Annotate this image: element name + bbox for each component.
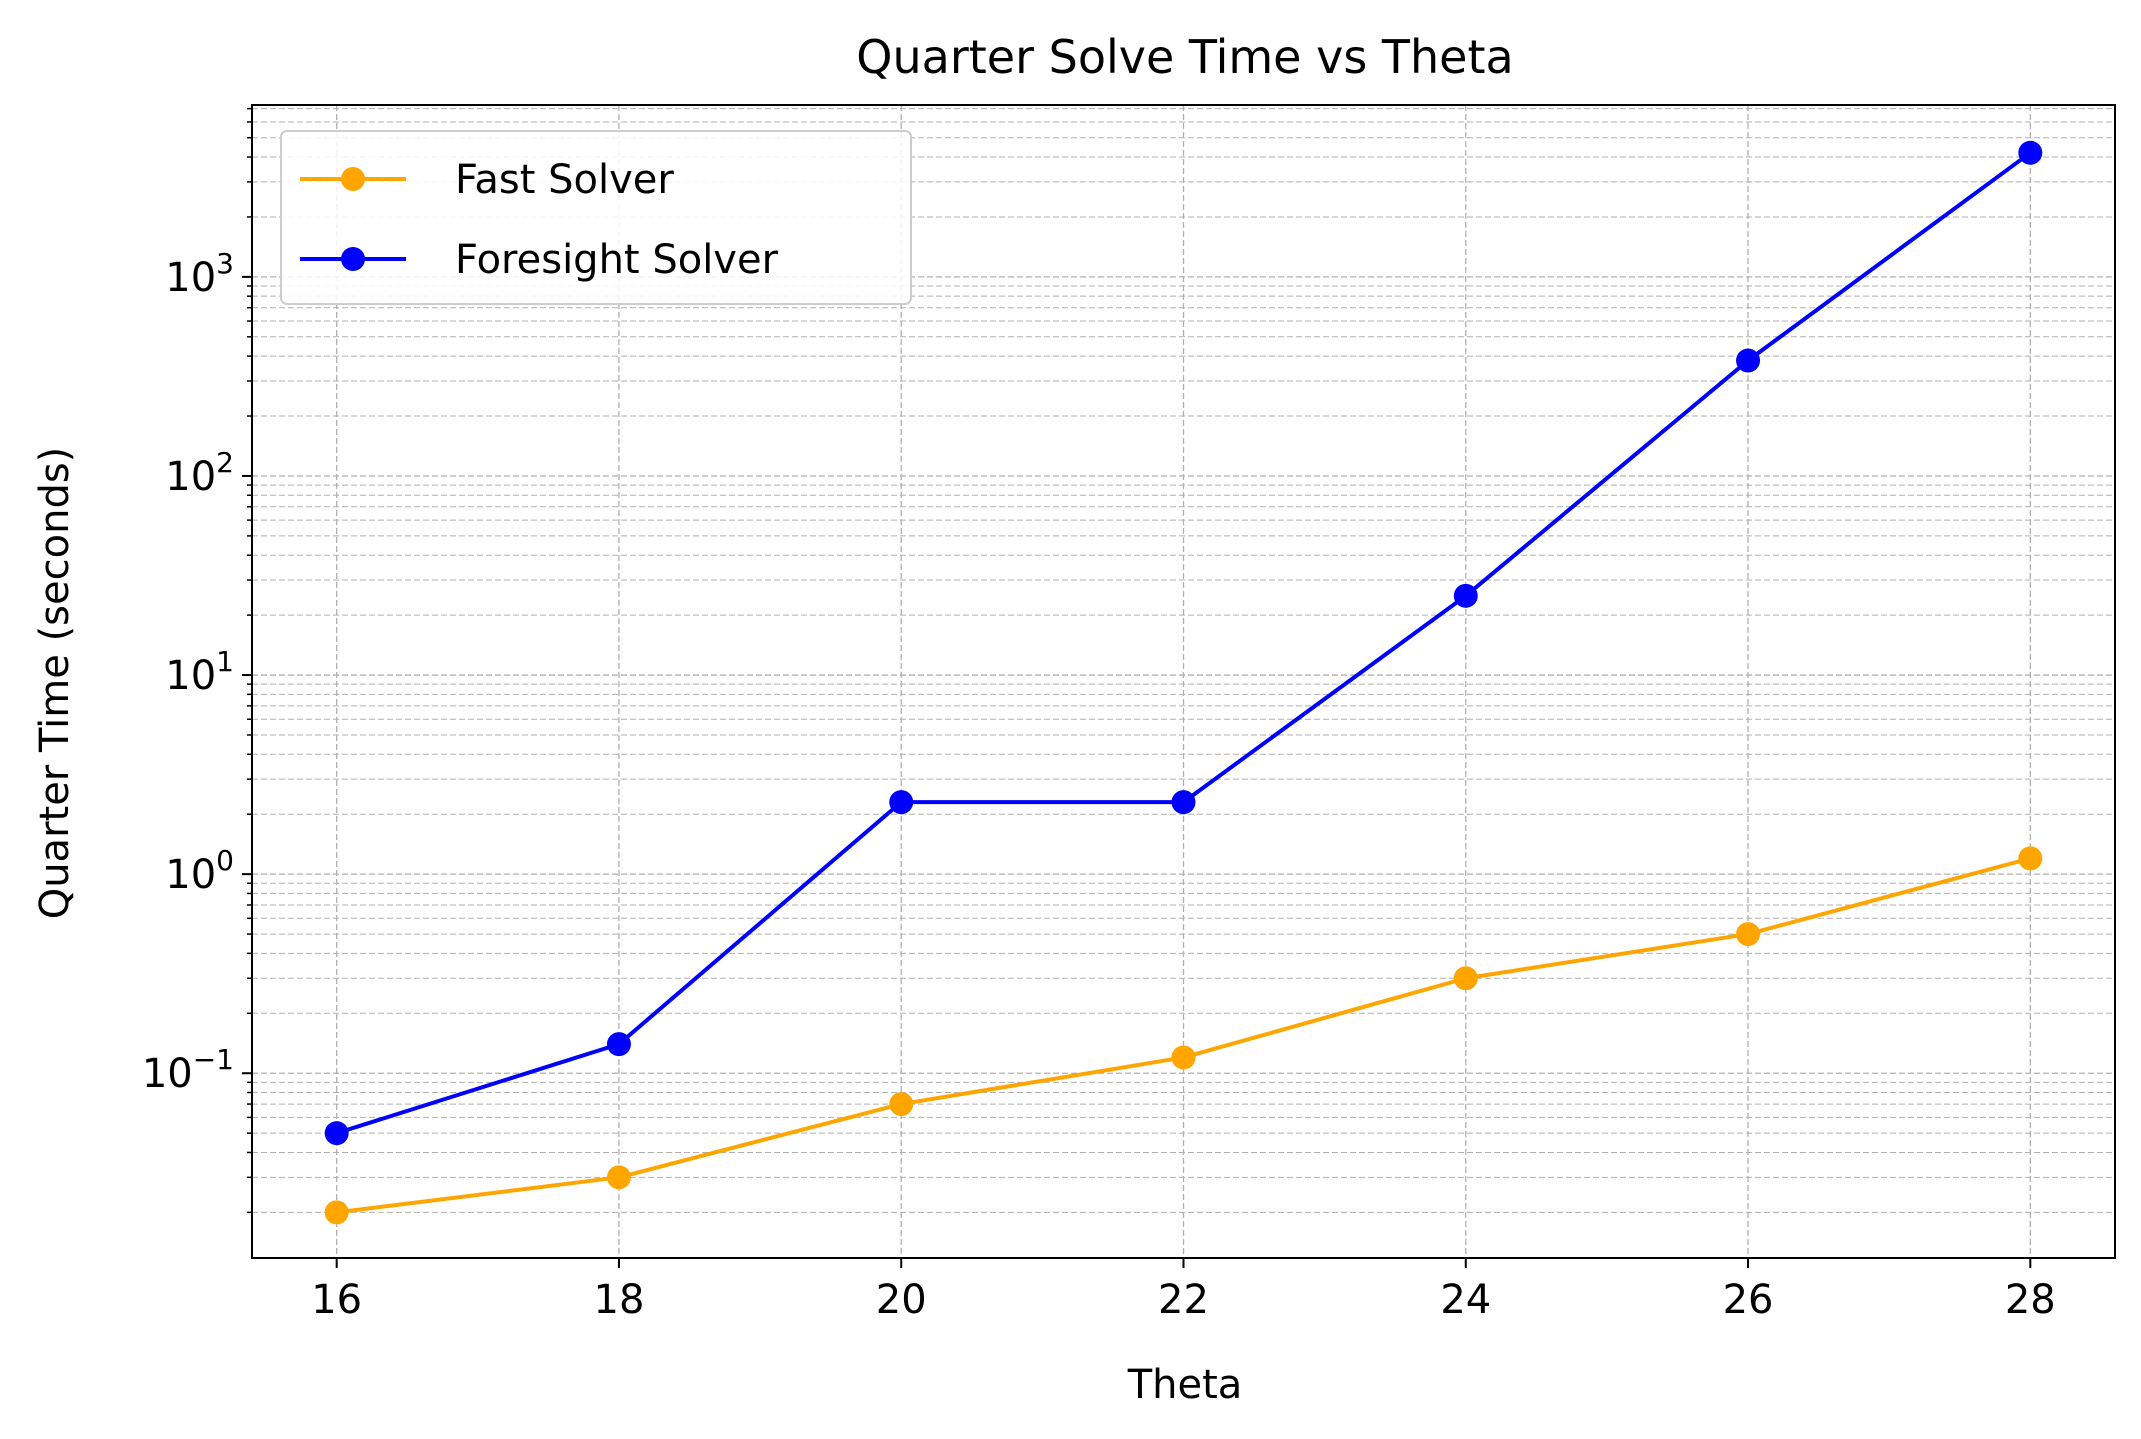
data-point bbox=[1171, 1045, 1196, 1070]
data-point bbox=[889, 790, 914, 815]
chart-title: Quarter Solve Time vs Theta bbox=[856, 30, 1513, 84]
legend-box bbox=[280, 130, 912, 305]
axes bbox=[242, 104, 2116, 1268]
data-point bbox=[889, 1092, 914, 1117]
x-axis-label: Theta bbox=[1127, 1362, 1243, 1408]
data-point bbox=[1736, 922, 1761, 947]
data-point bbox=[606, 1165, 631, 1190]
x-tick-label: 24 bbox=[1440, 1277, 1491, 1323]
x-tick-label: 20 bbox=[876, 1277, 927, 1323]
series-layer bbox=[324, 140, 2043, 1225]
data-point bbox=[324, 1200, 349, 1225]
y-tick-label: 100 bbox=[165, 844, 234, 898]
x-tick-label: 28 bbox=[2005, 1277, 2056, 1323]
data-point bbox=[2018, 846, 2043, 871]
y-tick-label: 103 bbox=[165, 247, 234, 301]
data-point bbox=[1453, 583, 1478, 608]
tick-labels: 16 18 20 22 24 26 28 10−1 100 101 102 103 bbox=[142, 247, 2056, 1323]
x-tick-label: 18 bbox=[594, 1277, 645, 1323]
y-axis-label: Quarter Time (seconds) bbox=[32, 447, 78, 920]
legend-label: Foresight Solver bbox=[455, 237, 779, 283]
x-tick-label: 22 bbox=[1158, 1277, 1209, 1323]
x-tick-label: 16 bbox=[311, 1277, 362, 1323]
grid bbox=[252, 105, 2115, 1258]
data-point bbox=[2018, 140, 2043, 165]
y-tick-label: 101 bbox=[165, 645, 234, 699]
x-tick-label: 26 bbox=[1723, 1277, 1774, 1323]
data-point bbox=[1736, 348, 1761, 373]
y-tick-label: 10−1 bbox=[142, 1043, 234, 1097]
y-tick-label: 102 bbox=[165, 446, 234, 500]
data-point bbox=[1453, 966, 1478, 991]
data-point bbox=[606, 1032, 631, 1057]
legend: Fast Solver Foresight Solver bbox=[280, 130, 912, 305]
legend-marker bbox=[341, 167, 365, 191]
legend-label: Fast Solver bbox=[455, 157, 674, 203]
data-point bbox=[324, 1121, 349, 1146]
data-point bbox=[1171, 790, 1196, 815]
legend-marker bbox=[341, 247, 365, 271]
